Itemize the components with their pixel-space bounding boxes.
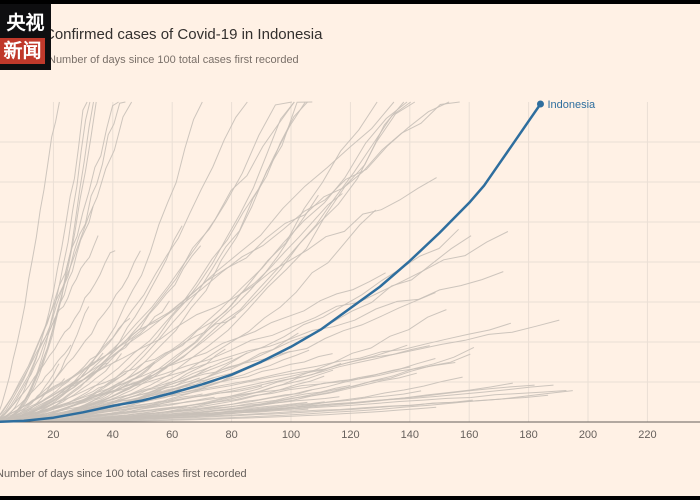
chart-svg: 20 40 60 80 100 120 140 160 180 200 220 Indonesia (0, 99, 700, 441)
logo-line-2: 新闻 (0, 38, 45, 64)
country-line (0, 101, 119, 418)
chart-title: Confirmed cases of Covid-19 in Indonesia (44, 26, 323, 43)
x-tick-label: 220 (638, 429, 656, 441)
x-tick-label: 40 (107, 429, 119, 441)
indonesia-endpoint (536, 100, 544, 108)
country-line (0, 101, 460, 420)
country-line (0, 272, 386, 422)
country-line (0, 309, 59, 423)
x-tick-label: 20 (47, 429, 59, 441)
country-line (0, 309, 447, 423)
logo-line-1: 央视 (6, 12, 45, 34)
country-line (0, 101, 133, 416)
indonesia-label: Indonesia (547, 99, 596, 111)
country-line (0, 362, 109, 422)
x-tick-label: 80 (225, 429, 237, 441)
country-line (0, 101, 295, 422)
x-tick-label: 200 (579, 429, 597, 441)
x-tick-label: 140 (401, 429, 419, 441)
chart-subtitle: Number of days since 100 total cases fir… (48, 54, 299, 66)
x-tick-label: 160 (460, 429, 478, 441)
cctv-news-logo: 央视 新闻 (0, 4, 51, 70)
country-line (0, 101, 306, 423)
country-line (0, 101, 395, 421)
x-axis-label: Number of days since 100 total cases fir… (0, 468, 247, 480)
country-line (0, 245, 202, 423)
x-tick-label: 180 (519, 429, 537, 441)
country-line (0, 319, 560, 422)
country-line (0, 101, 126, 420)
country-line (0, 228, 459, 423)
comparison-country-lines (0, 101, 573, 423)
country-line (0, 206, 94, 420)
country-line (0, 101, 60, 411)
country-line (0, 101, 248, 422)
x-tick-label: 120 (341, 429, 359, 441)
country-line (0, 101, 94, 423)
chart-frame: 20 40 60 80 100 120 140 160 180 200 220 Indonesia … (0, 4, 700, 496)
country-line (0, 101, 292, 422)
indonesia-line (0, 103, 542, 424)
country-line (0, 235, 99, 416)
country-line (0, 390, 573, 423)
x-tick-labels: 20 40 60 80 100 120 140 160 180 200 220 (47, 429, 656, 441)
country-line (0, 101, 203, 423)
x-tick-label: 100 (282, 429, 300, 441)
x-tick-label: 60 (166, 429, 178, 441)
country-line (0, 101, 450, 420)
